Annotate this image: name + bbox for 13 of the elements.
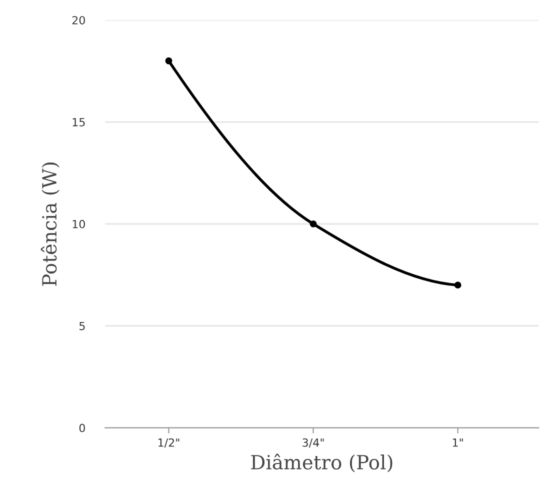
y-tick-label: 15 (72, 118, 85, 126)
point (454, 282, 462, 289)
y-tick-label: 20 (72, 16, 85, 24)
y-axis-title: Potência (W) (40, 162, 60, 286)
point (165, 57, 172, 64)
y-tick-label: 0 (79, 424, 85, 432)
x-tick-label: 3/4" (302, 438, 324, 448)
y-tick-label: 10 (72, 220, 85, 228)
point (310, 220, 317, 228)
x-tick-label: 1" (452, 438, 463, 447)
x-tick-label: 1/2" (158, 438, 180, 448)
x-axis-title: Diâmetro (Pol) (251, 454, 392, 472)
y-tick-label: 5 (79, 322, 85, 330)
